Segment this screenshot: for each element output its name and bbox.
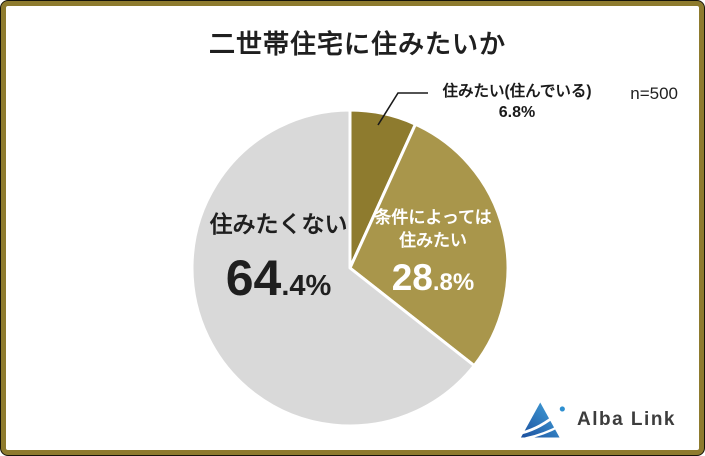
slice-label-no-text: 住みたくない xyxy=(209,211,348,237)
logo-swoosh-1 xyxy=(521,411,560,435)
alba-link-logo-text: Alba Link xyxy=(576,409,676,430)
slice-label-yes: 住みたい(住んでいる) 6.8% xyxy=(426,82,608,123)
pie-slice-2 xyxy=(348,122,510,368)
chart-title: 二世帯住宅に住みたいか xyxy=(208,29,506,59)
slice-label-conditional-line2: 住みたい xyxy=(399,230,467,250)
slice-label-conditional-line1: 条件によっては xyxy=(374,208,492,227)
slice-label-no-percent: 64.4% xyxy=(161,253,396,303)
callout-leader-line xyxy=(377,92,428,126)
chart-area: 二世帯住宅に住みたいか n=500 住みたい(住んでいる) 6.8% 住みたくな… xyxy=(6,6,699,450)
slice-label-conditional-percent: 28.8% xyxy=(336,259,530,296)
slice-label-no: 住みたくない 64.4% xyxy=(161,210,396,303)
slice-label-yes-percent: 6.8% xyxy=(498,104,536,122)
alba-link-logo: Alba Link xyxy=(520,400,676,440)
pie-chart xyxy=(190,92,510,428)
slice-label-yes-text: 住みたい(住んでいる) xyxy=(442,83,592,100)
slice-label-conditional: 条件によっては 住みたい 28.8% xyxy=(336,207,530,296)
slice-label-no-percent-frac: .4% xyxy=(281,269,332,302)
slice-label-no-percent-int: 64 xyxy=(225,249,282,306)
logo-dot xyxy=(559,406,565,412)
slice-label-conditional-percent-int: 28 xyxy=(391,256,433,298)
slice-label-conditional-percent-frac: .8% xyxy=(432,268,475,296)
sample-size-label: n=500 xyxy=(630,84,678,103)
pie-slice-3 xyxy=(190,108,476,428)
logo-swoosh-2 xyxy=(525,424,562,440)
alba-link-logo-icon xyxy=(520,402,565,440)
